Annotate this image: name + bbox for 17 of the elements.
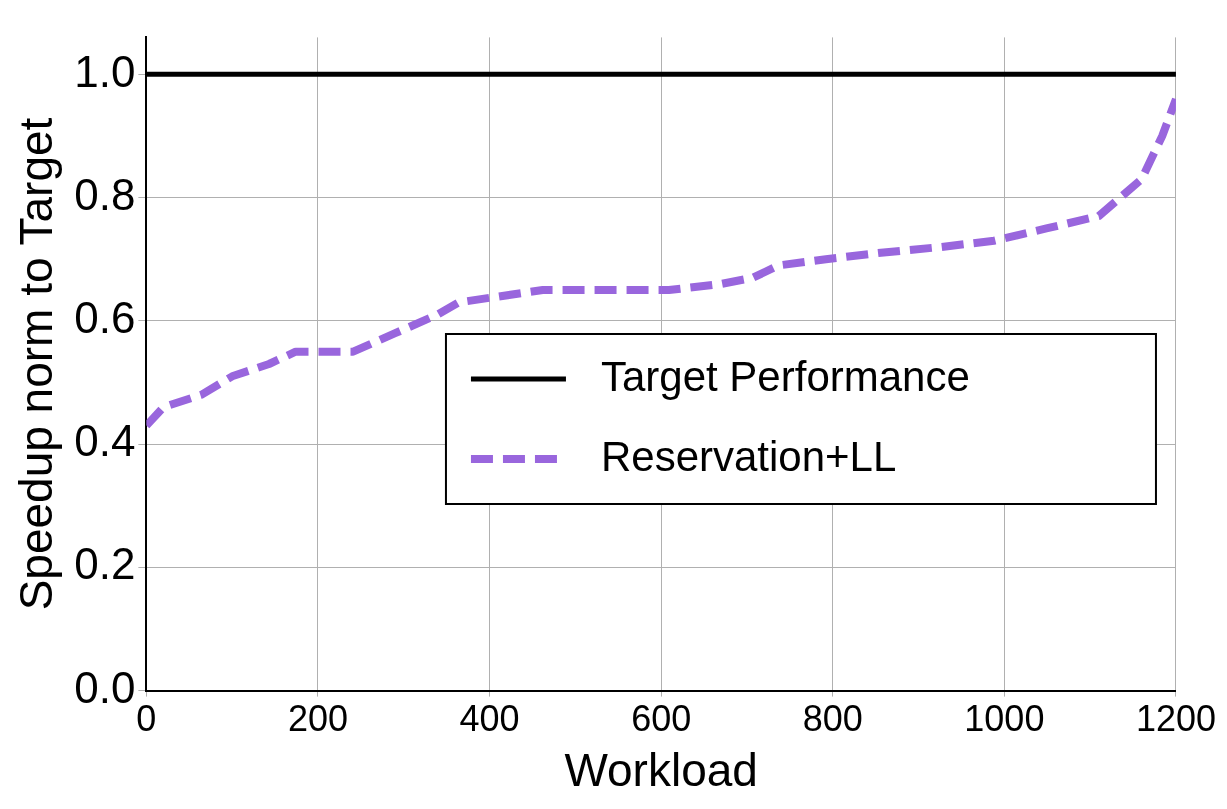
x-tick-label: 1000: [964, 698, 1045, 740]
y-tick-label: 0.0: [74, 662, 136, 712]
legend-label: Target Performance: [600, 352, 970, 400]
y-tick-label: 0.6: [74, 293, 136, 342]
legend-label: Reservation+LL: [600, 432, 897, 480]
y-tick-label: 0.2: [74, 539, 136, 589]
y-tick-label: 0.4: [74, 416, 136, 466]
y-tick-label: 0.8: [74, 169, 136, 219]
x-tick-label: 600: [631, 698, 692, 740]
x-tick-label: 400: [459, 698, 520, 740]
x-axis-title: Workload: [564, 744, 758, 797]
x-tick-label: 0: [136, 698, 157, 740]
x-tick-label: 800: [802, 698, 863, 740]
y-tick-label: 1.0: [74, 46, 136, 96]
y-axis-title: Speedup norm to Target: [10, 117, 63, 611]
x-tick-label: 200: [287, 698, 348, 740]
x-tick-label: 1200: [1135, 698, 1216, 740]
